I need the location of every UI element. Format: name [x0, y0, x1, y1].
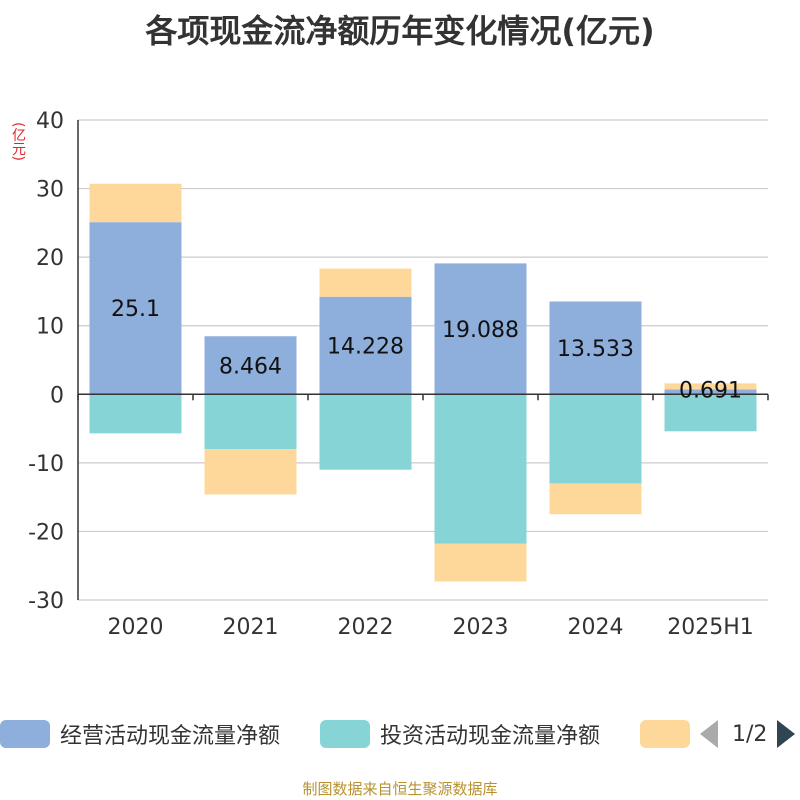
x-tick-label: 2023: [453, 615, 509, 640]
y-tick-label: 20: [36, 246, 64, 271]
legend-item-financing[interactable]: [640, 716, 690, 752]
bar-series-1-2022: [319, 296, 412, 395]
bar-series-1-2025H1: [664, 389, 757, 395]
legend-page-indicator: 1/2: [732, 721, 768, 747]
bar-series-2-2025H1: [664, 394, 757, 432]
y-tick-label: -20: [28, 520, 64, 545]
legend-next-arrow-icon[interactable]: [777, 720, 796, 748]
legend: 经营活动现金流量净额 投资活动现金流量净额: [0, 716, 800, 752]
legend-swatch-investing: [320, 720, 370, 748]
data-label: 14.228: [327, 335, 404, 360]
legend-swatch-financing: [640, 720, 690, 748]
bar-series-2-2021: [204, 394, 297, 450]
legend-label-investing: 投资活动现金流量净额: [380, 724, 601, 749]
y-tick-label: 40: [36, 109, 64, 134]
y-tick-label: 0: [50, 383, 64, 408]
bar-series-3-2023: [434, 543, 527, 582]
bar-series-1-2020: [89, 222, 182, 395]
bar-series-1-2021: [204, 336, 297, 395]
source-note: 制图数据来自恒生聚源数据库: [302, 780, 498, 798]
bar-series-2-2020: [89, 394, 182, 434]
data-label: 13.533: [557, 337, 634, 362]
legend-item-investing[interactable]: 投资活动现金流量净额: [320, 716, 600, 752]
bar-series-2-2022: [319, 394, 412, 470]
bar-series-3-2022: [319, 268, 412, 297]
x-tick-label: 2025H1: [667, 615, 754, 640]
x-tick-label: 2022: [338, 615, 394, 640]
bar-series-2-2023: [434, 394, 527, 544]
y-axis-unit: (亿元): [10, 122, 26, 161]
x-tick-label: 2024: [568, 615, 624, 640]
bar-series-1-2023: [434, 263, 527, 395]
bar-series-3-2025H1: [664, 383, 757, 390]
x-tick-label: 2021: [223, 615, 279, 640]
y-tick-label: 10: [36, 315, 64, 340]
x-tick-label: 2020: [108, 615, 164, 640]
bar-series-3-2020: [89, 183, 182, 223]
bar-series-3-2024: [549, 483, 642, 515]
bar-series-3-2021: [204, 449, 297, 495]
legend-item-operating[interactable]: 经营活动现金流量净额: [0, 716, 280, 752]
bar-series-1-2024: [549, 301, 642, 395]
legend-pager: 1/2: [700, 716, 796, 752]
legend-prev-arrow-icon[interactable]: [700, 720, 718, 748]
data-label: 19.088: [442, 318, 519, 343]
data-label: 8.464: [219, 354, 282, 379]
y-tick-label: -10: [28, 452, 64, 477]
data-label: 0.691: [679, 379, 742, 404]
bar-series-2-2024: [549, 394, 642, 484]
legend-swatch-operating: [0, 720, 50, 748]
legend-label-operating: 经营活动现金流量净额: [60, 724, 281, 749]
y-tick-label: 30: [36, 178, 64, 203]
chart-title: 各项现金流净额历年变化情况(亿元): [145, 12, 655, 50]
y-tick-label: -30: [28, 589, 64, 614]
data-label: 25.1: [111, 297, 160, 322]
